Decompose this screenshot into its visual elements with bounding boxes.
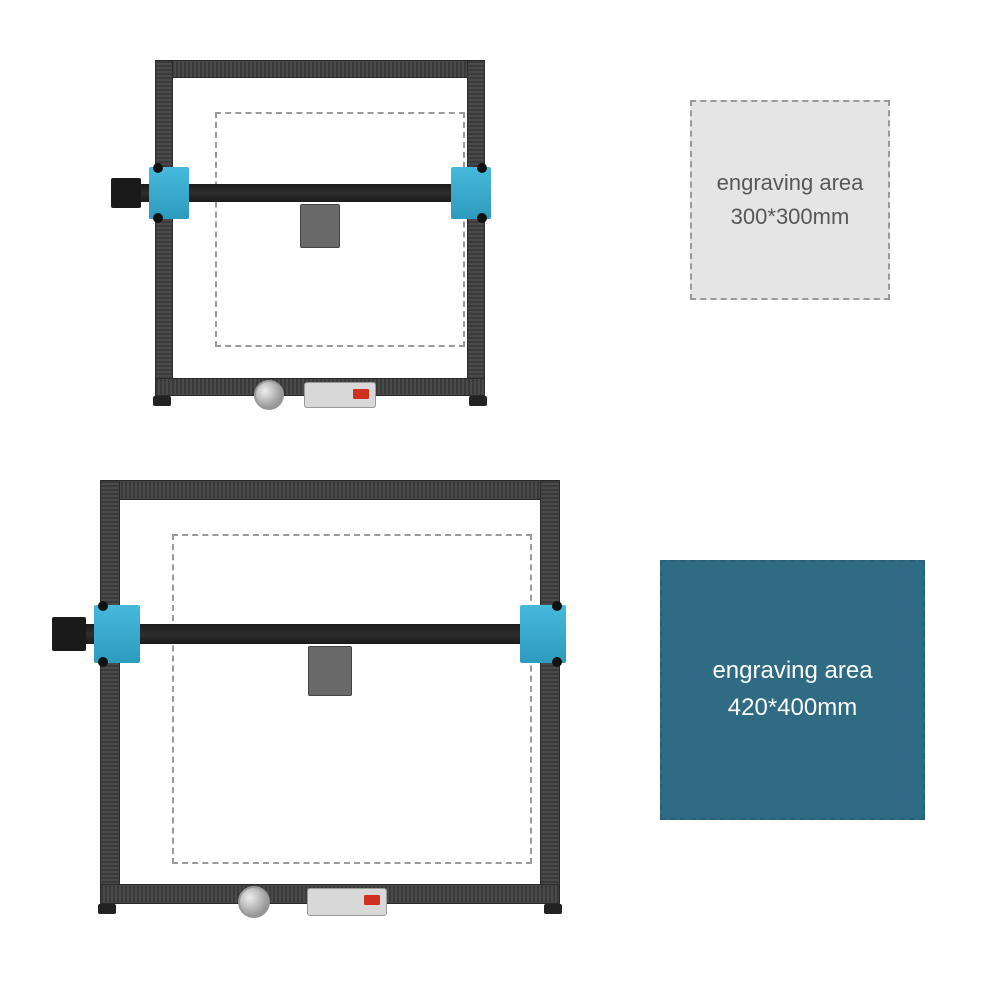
wheel-icon [552,601,562,611]
engraving-area-box-small: engraving area 300*300mm [690,100,890,300]
frame-rail-top [155,60,485,78]
area-label-line2: 420*400mm [728,694,857,723]
frame-rail-left [100,480,120,904]
frame-rail-right [467,60,485,396]
wheel-icon [98,657,108,667]
frame-rail-top [100,480,560,500]
stepper-motor [111,178,141,208]
focus-knob [254,380,284,410]
wheel-icon [552,657,562,667]
laser-head [300,204,340,248]
wheel-icon [153,163,163,173]
work-area-dashed [215,112,465,347]
control-box [304,382,376,408]
wheel-icon [477,163,487,173]
control-box [307,888,387,916]
frame-foot [153,396,171,406]
area-label-line2: 300*300mm [731,204,850,230]
frame-foot [98,904,116,914]
focus-knob [238,886,270,918]
wheel-icon [477,213,487,223]
gantry-bracket-left [94,605,140,663]
laser-head [308,646,352,696]
frame-rail-left [155,60,173,396]
area-label-line1: engraving area [712,657,872,686]
frame-foot [544,904,562,914]
work-area-dashed [172,534,532,864]
gantry-bracket-left [149,167,189,219]
laser-engraver-large [60,472,600,932]
area-label-line1: engraving area [717,170,864,196]
engraving-area-box-large: engraving area 420*400mm [660,560,925,820]
gantry-bracket-right [451,167,491,219]
wheel-icon [153,213,163,223]
stepper-motor [52,617,86,651]
frame-rail-right [540,480,560,904]
gantry-bracket-right [520,605,566,663]
frame-foot [469,396,487,406]
wheel-icon [98,601,108,611]
laser-engraver-small [120,52,520,422]
